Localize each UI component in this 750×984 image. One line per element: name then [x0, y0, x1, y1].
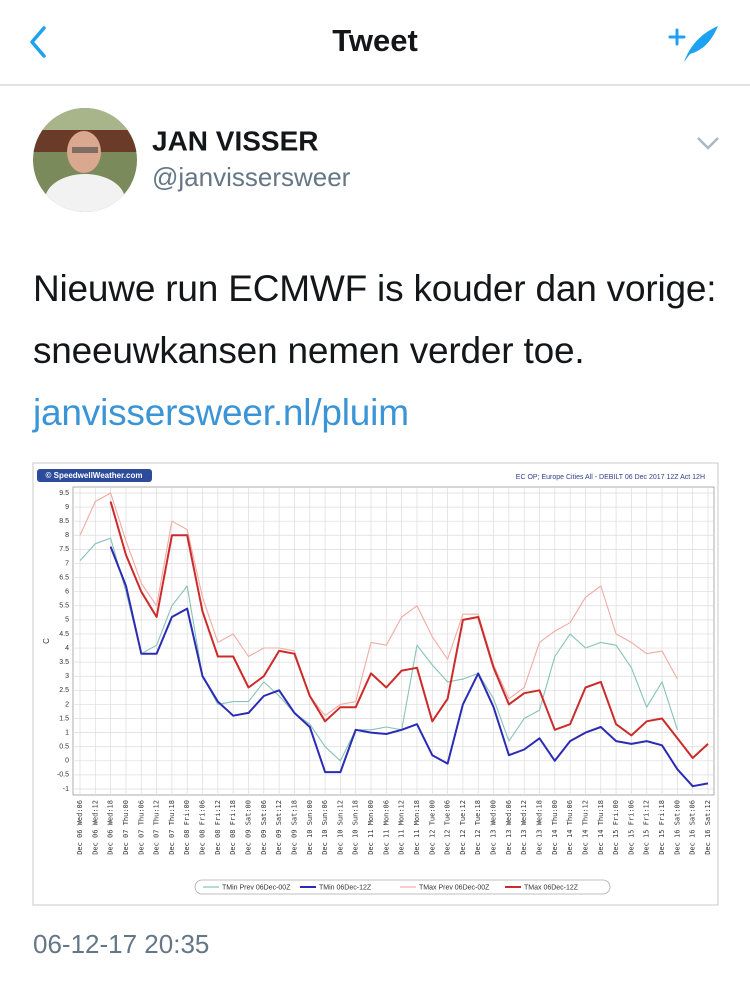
y-tick-label: 5.5 [59, 603, 69, 610]
tweet-text: Nieuwe run ECMWF is kouder dan vorige: s… [33, 258, 723, 444]
chart-image: © SpeedwellWeather.com EC OP; Europe Cit… [32, 462, 719, 906]
x-tick-label: Dec 08 Fri:18 [229, 800, 237, 855]
y-tick-label: 3.5 [59, 659, 69, 666]
y-tick-label: 9 [65, 504, 69, 511]
x-tick-label: Dec 11 Mon:12 [398, 800, 406, 855]
x-tick-label: Dec 12 Tue:06 [444, 800, 452, 855]
legend-label: TMax Prev 06Dec-00Z [419, 884, 490, 891]
x-tick-label: Dec 15 Fri:00 [612, 800, 620, 855]
y-tick-label: -1 [63, 786, 69, 793]
x-tick-label: Dec 06 Wed:12 [91, 800, 99, 855]
x-tick-label: Dec 14 Thu:06 [566, 800, 574, 855]
tweet-body: Nieuwe run ECMWF is kouder dan vorige: s… [33, 268, 717, 371]
x-tick-label: Dec 10 Sun:18 [352, 800, 360, 855]
series-line [109, 546, 709, 788]
x-tick-label: Dec 10 Sun:12 [336, 800, 344, 855]
y-tick-label: 8 [65, 532, 69, 539]
y-tick-label: 0.5 [59, 744, 69, 751]
legend-label: TMax 06Dec-12Z [524, 884, 579, 891]
x-tick-label: Dec 14 Thu:00 [551, 800, 559, 855]
x-tick-label: Dec 16 Sat:06 [689, 800, 697, 855]
x-tick-label: Dec 15 Fri:06 [627, 800, 635, 855]
y-tick-label: 1 [65, 729, 69, 736]
x-tick-label: Dec 09 Sat:06 [260, 800, 268, 855]
legend-label: TMin Prev 06Dec-00Z [222, 884, 291, 891]
x-tick-label: Dec 07 Thu:18 [168, 800, 176, 855]
y-tick-label: -0.5 [57, 772, 69, 779]
x-tick-label: Dec 13 Wed:06 [505, 800, 513, 855]
y-tick-label: 7.5 [59, 546, 69, 553]
y-tick-label: 3 [65, 673, 69, 680]
series-line [109, 501, 709, 759]
x-tick-label: Dec 11 Mon:18 [413, 800, 421, 855]
x-tick-label: Dec 15 Fri:18 [658, 800, 666, 855]
x-tick-label: Dec 13 Wed:00 [490, 800, 498, 855]
tweet-link[interactable]: janvissersweer.nl/pluim [33, 392, 409, 433]
x-tick-label: Dec 11 Mon:06 [382, 800, 390, 855]
author-name[interactable]: JAN VISSER [152, 125, 319, 156]
y-tick-label: 4.5 [59, 631, 69, 638]
y-tick-label: 6.5 [59, 574, 69, 581]
x-tick-label: Dec 12 Tue:12 [459, 800, 467, 855]
x-tick-label: Dec 09 Sat:12 [275, 800, 283, 855]
y-tick-label: 2.5 [59, 687, 69, 694]
more-menu[interactable] [697, 137, 719, 150]
y-tick-label: 9.5 [59, 490, 69, 497]
x-tick-label: Dec 08 Fri:06 [199, 800, 207, 855]
x-tick-label: Dec 16 Sat:12 [704, 800, 712, 855]
y-tick-label: 8.5 [59, 518, 69, 525]
y-axis-label: C [42, 638, 51, 644]
y-tick-label: 7 [65, 560, 69, 567]
x-tick-label: Dec 07 Thu:00 [122, 800, 130, 855]
x-tick-label: Dec 06 Wed:18 [107, 800, 115, 855]
x-tick-label: Dec 10 Sun:00 [306, 800, 314, 855]
y-tick-label: 5 [65, 617, 69, 624]
source-badge [37, 469, 152, 482]
x-tick-label: Dec 15 Fri:12 [643, 800, 651, 855]
x-tick-label: Dec 13 Wed:12 [520, 800, 528, 855]
series-line [79, 537, 678, 762]
series-line [79, 492, 678, 717]
y-tick-label: 6 [65, 589, 69, 596]
x-tick-label: Dec 08 Fri:00 [183, 800, 191, 855]
y-tick-label: 2 [65, 701, 69, 708]
x-tick-label: Dec 16 Sat:00 [673, 800, 681, 855]
compose-button[interactable] [668, 26, 718, 62]
plot-area [72, 486, 715, 796]
timestamp: 06-12-17 20:35 [33, 929, 209, 959]
legend-label: TMin 06Dec-12Z [319, 884, 372, 891]
x-tick-label: Dec 12 Tue:00 [428, 800, 436, 855]
x-tick-label: Dec 14 Thu:18 [597, 800, 605, 855]
back-button[interactable] [30, 26, 46, 58]
chart-title: EC OP; Europe Cities All - DEBILT 06 Dec… [516, 474, 705, 481]
x-tick-label: Dec 12 Tue:18 [474, 800, 482, 855]
x-tick-label: Dec 07 Thu:12 [153, 800, 161, 855]
author-handle[interactable]: @janvissersweer [152, 162, 351, 192]
nav-title: Tweet [332, 23, 418, 58]
x-tick-label: Dec 08 Fri:12 [214, 800, 222, 855]
x-tick-label: Dec 09 Sat:00 [244, 800, 252, 855]
y-tick-label: 4 [65, 645, 69, 652]
chart-frame [32, 462, 719, 906]
chart-source: © SpeedwellWeather.com [46, 471, 143, 480]
y-tick-label: 1.5 [59, 715, 69, 722]
y-tick-label: 0 [65, 758, 69, 765]
x-tick-label: Dec 13 Wed:18 [536, 800, 544, 855]
x-tick-label: Dec 14 Thu:12 [581, 800, 589, 855]
x-tick-label: Dec 07 Thu:06 [137, 800, 145, 855]
x-tick-label: Dec 10 Sun:06 [321, 800, 329, 855]
x-tick-label: Dec 09 Sat:18 [290, 800, 298, 855]
x-tick-label: Dec 11 Mon:00 [367, 800, 375, 855]
avatar[interactable] [33, 108, 137, 226]
x-tick-label: Dec 06 Wed:06 [76, 800, 84, 855]
